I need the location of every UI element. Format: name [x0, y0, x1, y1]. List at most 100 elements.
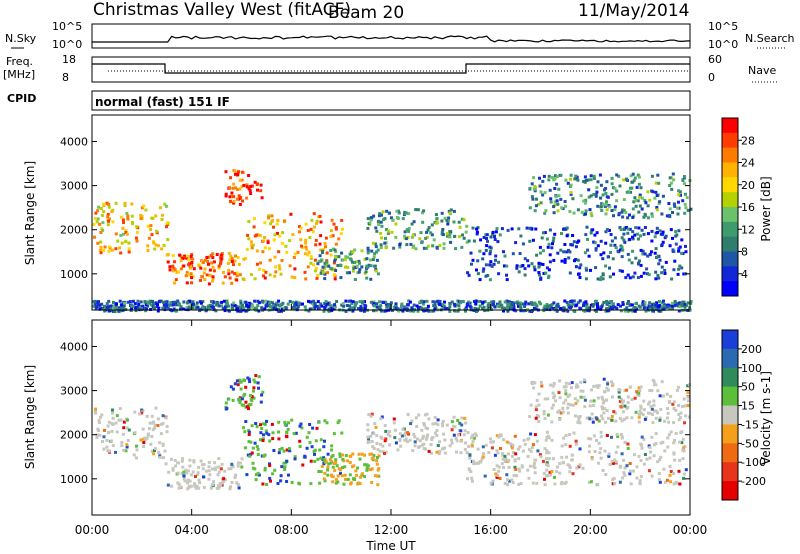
echo-cell [323, 277, 327, 281]
echo-cell [510, 227, 514, 231]
echo-cell [680, 303, 684, 307]
echo-cell [343, 465, 347, 469]
echo-cell [620, 401, 624, 405]
echo-cell [379, 246, 383, 250]
echo-cell [313, 459, 317, 463]
echo-cell [429, 231, 433, 235]
echo-cell [486, 304, 490, 308]
echo-cell [182, 264, 186, 268]
echo-cell [543, 304, 547, 308]
echo-cell [423, 307, 427, 311]
echo-cell [388, 434, 392, 438]
echo-cell [601, 469, 605, 472]
echo-cell [182, 300, 186, 304]
echo-cell [582, 302, 586, 306]
echo-cell [134, 236, 138, 240]
echo-cell [564, 480, 568, 484]
colorbar-tick-label: -50 [741, 437, 759, 450]
echo-cell [288, 264, 292, 268]
echo-cell [279, 474, 283, 478]
echo-cell [604, 309, 608, 313]
echo-cell [569, 191, 573, 195]
echo-cell [652, 409, 656, 413]
echo-cell [590, 412, 594, 416]
echo-cell [331, 247, 335, 251]
echo-cell [661, 440, 665, 444]
echo-cell [356, 482, 360, 486]
echo-cell [643, 252, 647, 256]
echo-cell [364, 270, 368, 274]
echo-cell [445, 234, 449, 238]
echo-cell [605, 200, 608, 204]
echo-cell [465, 302, 469, 306]
echo-cell [210, 261, 214, 265]
echo-cell [366, 217, 370, 221]
echo-cell [663, 269, 667, 272]
echo-cell [557, 194, 561, 198]
echo-cell [331, 454, 335, 458]
echo-cell [180, 472, 184, 476]
echo-cell [630, 186, 634, 190]
echo-cell [412, 220, 416, 224]
echo-cell [578, 447, 582, 451]
echo-cell [499, 447, 502, 450]
echo-cell [285, 250, 289, 254]
echo-cell [342, 304, 346, 308]
echo-cell [260, 393, 264, 397]
echo-cell [316, 300, 320, 304]
echo-cell [374, 226, 378, 230]
echo-cell [228, 276, 232, 280]
echo-cell [582, 180, 586, 183]
echo-cell [217, 484, 221, 488]
echo-cell [251, 304, 255, 308]
echo-cell [156, 309, 160, 313]
echo-cell [644, 201, 648, 205]
echo-cell [173, 459, 177, 462]
echo-cell [430, 223, 434, 227]
echo-cell [578, 307, 582, 311]
echo-cell [468, 456, 472, 460]
echo-cell [578, 276, 582, 279]
echo-cell [346, 255, 350, 259]
echo-cell [288, 300, 292, 303]
echo-cell [519, 305, 523, 309]
echo-cell [555, 304, 559, 308]
colorbar-swatch [722, 462, 738, 482]
echo-cell [325, 301, 329, 305]
echo-cell [380, 436, 384, 440]
echo-cell [472, 239, 476, 243]
echo-cell [410, 306, 414, 310]
echo-cell [650, 229, 654, 233]
echo-cell [365, 466, 369, 470]
echo-cell [583, 175, 587, 179]
echo-cell [271, 301, 274, 305]
echo-cell [546, 245, 550, 249]
echo-cell [235, 197, 239, 201]
echo-cell [642, 271, 646, 275]
echo-cell [476, 259, 480, 263]
echo-cell [453, 304, 457, 308]
echo-cell [421, 220, 425, 224]
echo-cell [159, 299, 163, 303]
echo-cell [463, 447, 467, 451]
echo-cell [321, 265, 325, 269]
echo-cell [392, 421, 396, 425]
echo-cell [114, 247, 118, 251]
echo-cell [240, 185, 244, 189]
colorbar-swatch [722, 281, 738, 297]
echo-cell [97, 205, 101, 209]
echo-cell [594, 416, 598, 420]
echo-cell [548, 188, 552, 192]
echo-cell [595, 231, 599, 235]
echo-cell [554, 307, 558, 311]
colorbar-tick-label: 4 [741, 268, 748, 281]
echo-cell [433, 300, 437, 304]
echo-cell [228, 487, 232, 491]
echo-cell [646, 254, 650, 258]
echo-cell [325, 260, 329, 264]
echo-cell [258, 267, 262, 271]
echo-cell [309, 459, 313, 463]
echo-cell [527, 302, 531, 306]
echo-cell [130, 214, 134, 218]
echo-cell [588, 444, 592, 448]
